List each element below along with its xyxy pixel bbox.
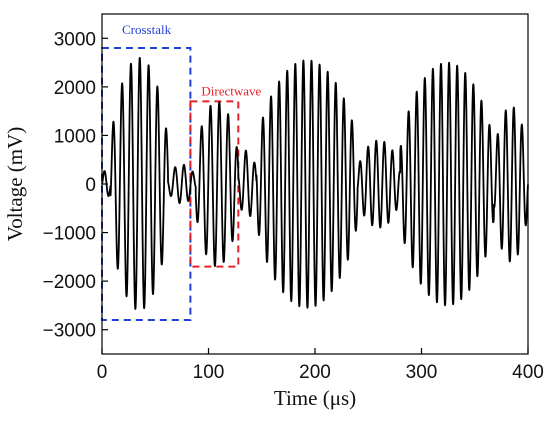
- x-axis-title: Time (μs): [274, 386, 356, 410]
- series-layer: [101, 56, 529, 310]
- x-axis: 0 100 200 300 400: [97, 348, 544, 383]
- y-tick-label: −3000: [43, 321, 96, 342]
- x-tick-label: 400: [512, 362, 544, 383]
- x-tick-label: 100: [193, 362, 225, 383]
- y-tick-label: 3000: [54, 29, 96, 50]
- y-tick-label: 1000: [54, 126, 96, 147]
- y-tick-label: 2000: [54, 78, 96, 99]
- y-axis-title: Voltage (mV): [3, 127, 27, 242]
- y-tick-label: −1000: [43, 224, 96, 245]
- x-tick-label: 200: [299, 362, 331, 383]
- voltage-series-line: [101, 56, 529, 310]
- x-tick-label: 300: [406, 362, 438, 383]
- y-tick-label: −2000: [43, 272, 96, 293]
- x-tick-label: 0: [97, 362, 108, 383]
- annotation-label-crosstalk: Crosstalk: [122, 22, 172, 37]
- y-axis: 3000 2000 1000 0 −1000 −2000 −3000: [43, 29, 108, 342]
- annotation-label-directwave: Directwave: [201, 83, 261, 98]
- y-tick-label: 0: [85, 175, 96, 196]
- annotation-layer: Crosstalk Directwave: [101, 22, 262, 321]
